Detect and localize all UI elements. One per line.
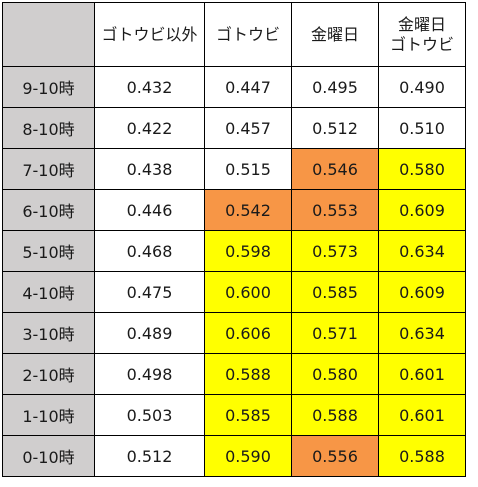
value-cell: 0.457 xyxy=(204,107,292,149)
value-cell: 0.546 xyxy=(291,148,379,190)
row-header: 2-10時 xyxy=(2,353,95,395)
value-cell: 0.580 xyxy=(378,148,466,190)
column-header: 金曜日 xyxy=(291,2,379,67)
value-cell: 0.542 xyxy=(204,189,292,231)
value-cell: 0.512 xyxy=(291,107,379,149)
value-cell: 0.490 xyxy=(378,66,466,108)
row-header: 0-10時 xyxy=(2,435,95,477)
value-cell: 0.609 xyxy=(378,189,466,231)
value-cell: 0.489 xyxy=(94,312,205,354)
table-body: 9-10時 0.432 0.447 0.495 0.490 8-10時 0.422 0.457… xyxy=(2,66,466,477)
row-header: 6-10時 xyxy=(2,189,95,231)
table-row: 6-10時 0.446 0.542 0.553 0.609 xyxy=(2,189,466,231)
value-cell: 0.556 xyxy=(291,435,379,477)
value-cell: 0.432 xyxy=(94,66,205,108)
value-cell: 0.512 xyxy=(94,435,205,477)
column-header: ゴトウビ xyxy=(204,2,292,67)
value-cell: 0.447 xyxy=(204,66,292,108)
column-header-multiline: 金曜日 ゴトウビ xyxy=(378,2,466,67)
table-row: 5-10時 0.468 0.598 0.573 0.634 xyxy=(2,230,466,272)
value-cell: 0.634 xyxy=(378,312,466,354)
value-cell: 0.585 xyxy=(291,271,379,313)
column-header: ゴトウビ以外 xyxy=(94,2,205,67)
value-cell: 0.468 xyxy=(94,230,205,272)
value-cell: 0.446 xyxy=(94,189,205,231)
value-cell: 0.515 xyxy=(204,148,292,190)
row-header: 1-10時 xyxy=(2,394,95,436)
value-cell: 0.601 xyxy=(378,394,466,436)
data-table: ゴトウビ以外 ゴトウビ 金曜日 金曜日 ゴトウビ 9-10時 0.432 0.447… xyxy=(2,2,466,477)
corner-cell xyxy=(2,2,95,67)
table-row: 0-10時 0.512 0.590 0.556 0.588 xyxy=(2,435,466,477)
row-header: 8-10時 xyxy=(2,107,95,149)
value-cell: 0.609 xyxy=(378,271,466,313)
value-cell: 0.600 xyxy=(204,271,292,313)
table-row: 7-10時 0.438 0.515 0.546 0.580 xyxy=(2,148,466,190)
value-cell: 0.475 xyxy=(94,271,205,313)
row-header: 7-10時 xyxy=(2,148,95,190)
row-header: 9-10時 xyxy=(2,66,95,108)
value-cell: 0.585 xyxy=(204,394,292,436)
value-cell: 0.510 xyxy=(378,107,466,149)
header-row: ゴトウビ以外 ゴトウビ 金曜日 金曜日 ゴトウビ xyxy=(2,2,466,67)
value-cell: 0.571 xyxy=(291,312,379,354)
table-row: 8-10時 0.422 0.457 0.512 0.510 xyxy=(2,107,466,149)
value-cell: 0.495 xyxy=(291,66,379,108)
table-row: 4-10時 0.475 0.600 0.585 0.609 xyxy=(2,271,466,313)
value-cell: 0.590 xyxy=(204,435,292,477)
table-row: 3-10時 0.489 0.606 0.571 0.634 xyxy=(2,312,466,354)
value-cell: 0.588 xyxy=(204,353,292,395)
value-cell: 0.553 xyxy=(291,189,379,231)
value-cell: 0.588 xyxy=(378,435,466,477)
table-row: 2-10時 0.498 0.588 0.580 0.601 xyxy=(2,353,466,395)
value-cell: 0.422 xyxy=(94,107,205,149)
row-header: 5-10時 xyxy=(2,230,95,272)
row-header: 4-10時 xyxy=(2,271,95,313)
value-cell: 0.598 xyxy=(204,230,292,272)
row-header: 3-10時 xyxy=(2,312,95,354)
table-row: 1-10時 0.503 0.585 0.588 0.601 xyxy=(2,394,466,436)
value-cell: 0.601 xyxy=(378,353,466,395)
table-row: 9-10時 0.432 0.447 0.495 0.490 xyxy=(2,66,466,108)
value-cell: 0.438 xyxy=(94,148,205,190)
value-cell: 0.503 xyxy=(94,394,205,436)
value-cell: 0.580 xyxy=(291,353,379,395)
value-cell: 0.588 xyxy=(291,394,379,436)
value-cell: 0.498 xyxy=(94,353,205,395)
value-cell: 0.573 xyxy=(291,230,379,272)
value-cell: 0.606 xyxy=(204,312,292,354)
value-cell: 0.634 xyxy=(378,230,466,272)
